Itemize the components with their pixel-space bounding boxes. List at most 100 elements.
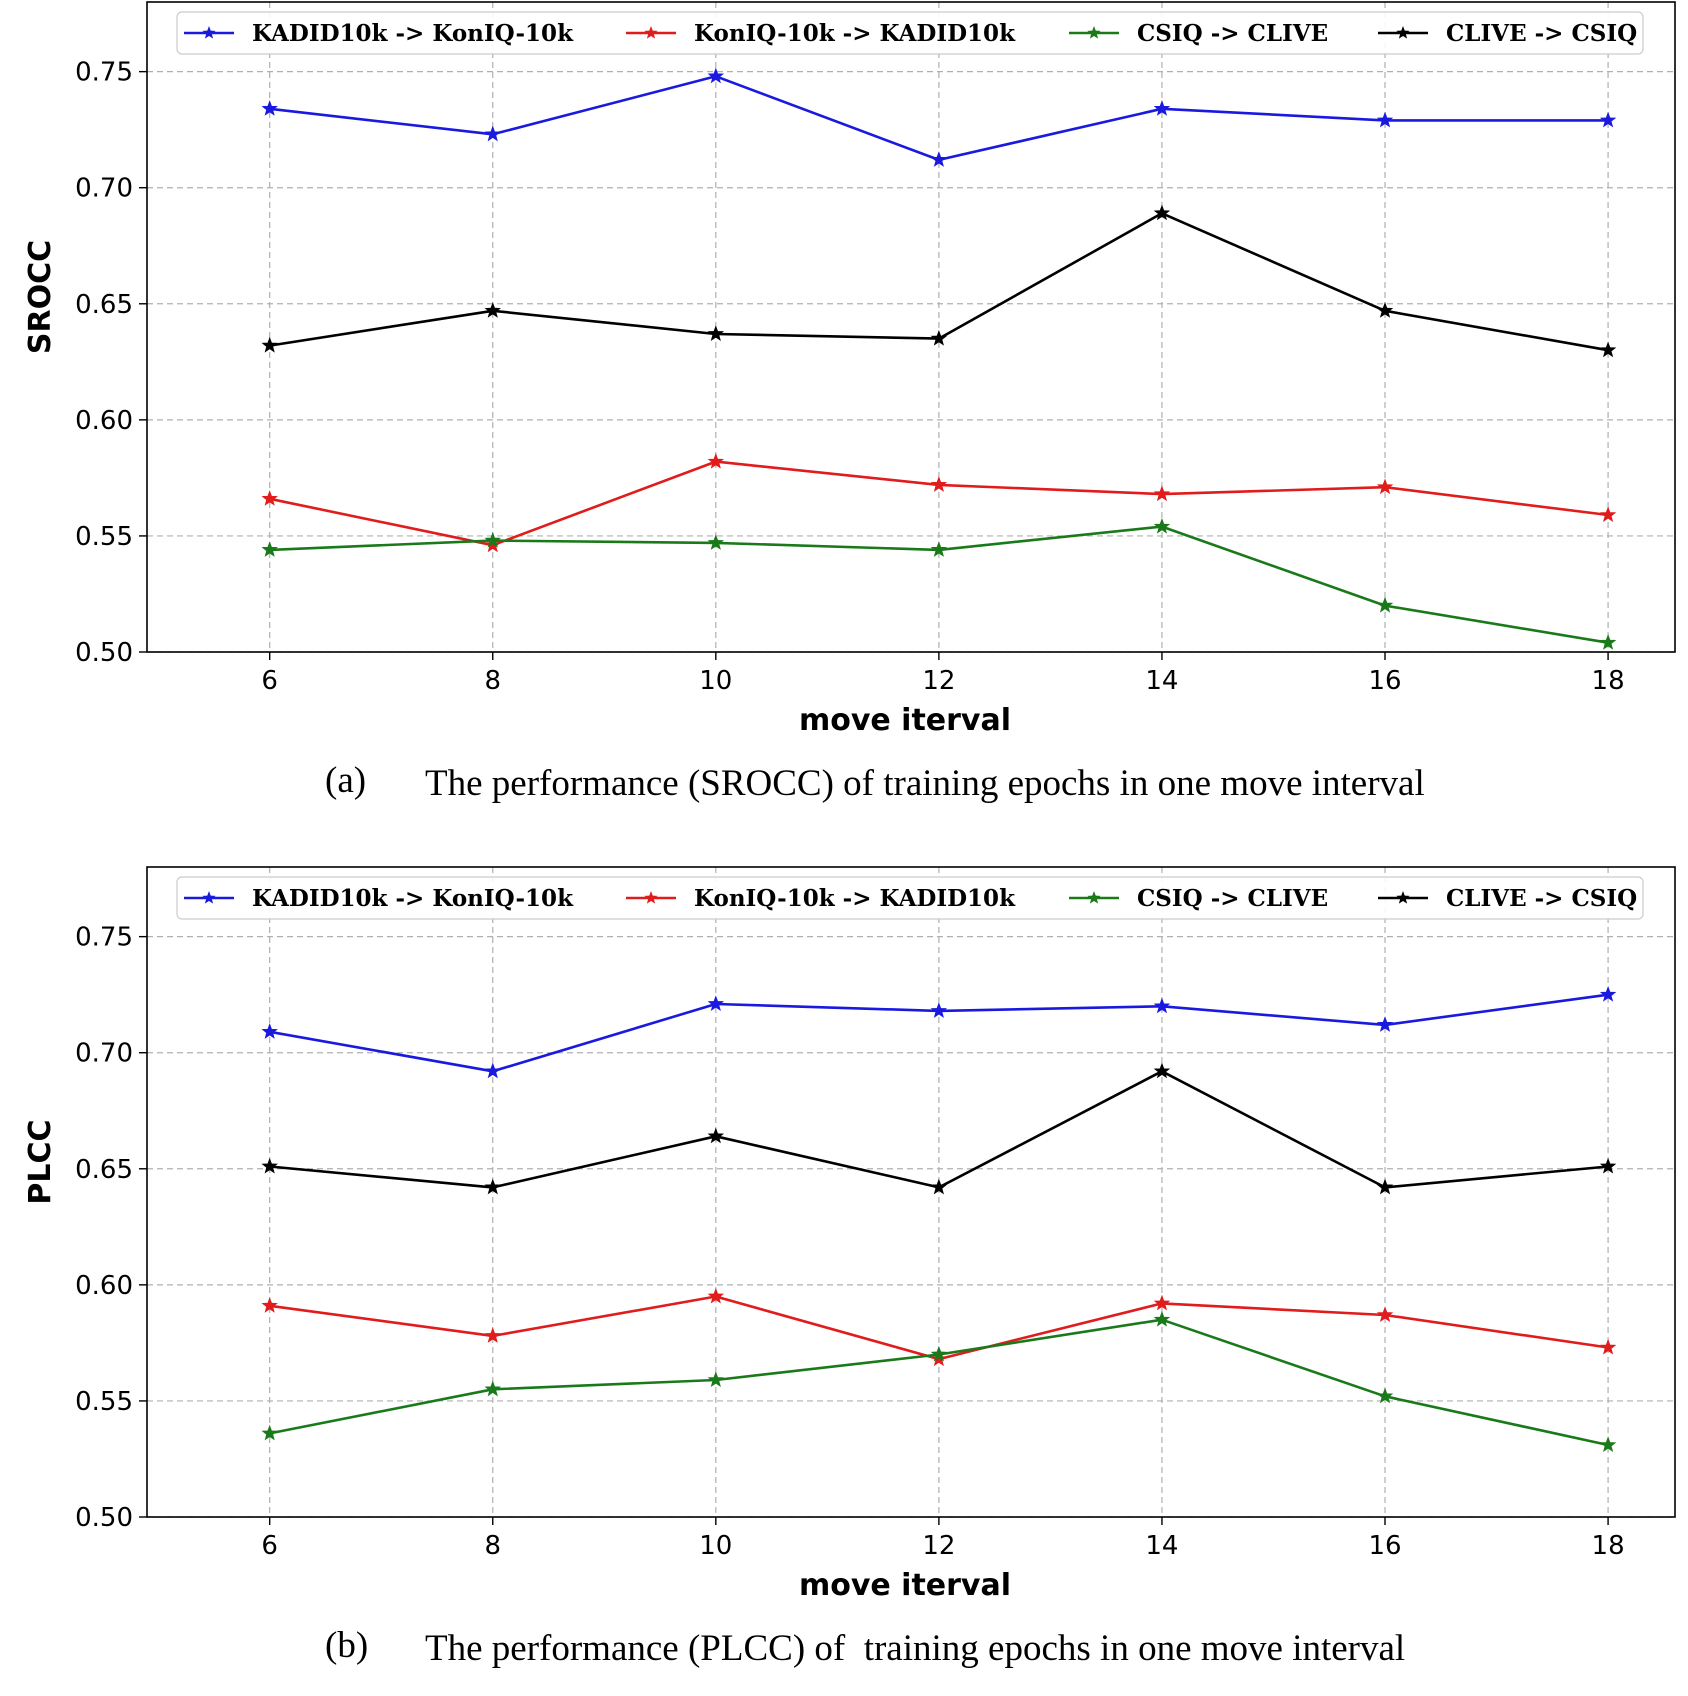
x-axis-label: move iterval [799,1568,1011,1603]
caption-text: The performance (SROCC) of training epoc… [425,763,1425,804]
data-point-marker [1376,596,1394,613]
y-tick-label: 0.70 [75,174,133,204]
data-point-marker [261,541,278,557]
data-point-marker [1599,341,1617,358]
data-point-marker [261,336,278,353]
data-point-marker [1599,1338,1617,1355]
x-tick-label: 14 [1145,1531,1178,1561]
y-tick-label: 0.55 [75,1387,133,1417]
data-point-marker [1153,204,1171,221]
data-point-marker [707,534,725,550]
data-point-marker [930,1178,948,1195]
data-point-marker [261,1424,278,1441]
legend-entry-label: KADID10k -> KonIQ-10k [252,885,574,912]
data-point-marker [930,151,948,167]
legend-box [176,876,1644,920]
legend-star-swatch [644,891,658,904]
data-point-marker [1599,634,1617,650]
x-tick-label: 6 [261,666,278,696]
y-tick-label: 0.75 [75,923,133,953]
legend-star-swatch [1087,26,1101,39]
x-tick-label: 6 [261,1531,278,1561]
x-tick-label: 16 [1368,1531,1401,1561]
x-tick-label: 12 [922,666,955,696]
x-tick-label: 10 [699,1531,732,1561]
data-point-marker [261,490,278,506]
legend-entry-label: CSIQ -> CLIVE [1137,20,1328,47]
y-axis-label: SROCC [23,240,58,354]
legend-entry-label: CSIQ -> CLIVE [1137,885,1328,912]
y-tick-label: 0.60 [75,1271,133,1301]
plcc-chart: 6 8 10 12 14 16 18 0.50 0.55 0.60 0.65 0.70 0.75 move… [23,866,1676,1669]
y-tick-label: 0.75 [75,58,133,88]
legend-star-swatch [1396,891,1410,904]
legend-star-swatch [1087,891,1101,904]
x-tick-label: 8 [484,1531,501,1561]
y-tick-label: 0.50 [75,1503,133,1533]
y-tick-label: 0.50 [75,638,133,668]
y-axis-label: PLCC [23,1119,58,1204]
x-tick-label: 12 [922,1531,955,1561]
data-point-marker [261,100,278,116]
data-point-marker [707,995,725,1011]
data-point-marker [484,1062,501,1079]
data-point-marker [1153,1062,1171,1079]
legend-star-swatch [1396,26,1410,39]
legend-star-swatch [202,891,216,904]
sro-chart: 6 8 10 12 14 16 18 0.50 0.55 0.60 0.65 0.70 0.75 move… [23,1,1676,804]
data-point-marker [930,1345,948,1362]
x-tick-label: 18 [1592,666,1625,696]
data-point-marker [484,302,501,318]
data-point-marker [1599,506,1617,523]
caption-label: (a) [325,760,366,801]
y-tick-label: 0.55 [75,522,133,552]
data-point-marker [484,1327,501,1343]
caption-text: The performance (PLCC) of training epoch… [425,1628,1405,1669]
data-point-marker [1376,1178,1394,1195]
data-point-marker [1376,1016,1394,1032]
plot-frame [146,1,1676,653]
data-point-marker [707,325,725,341]
y-tick-label: 0.70 [75,1039,133,1069]
data-point-marker [930,476,948,492]
x-tick-label: 10 [699,666,732,696]
legend: KADID10k -> KonIQ-10k KonIQ-10k -> KADID1… [176,876,1644,920]
x-tick-label: 8 [484,666,501,696]
legend-entry-label: KonIQ-10k -> KADID10k [694,20,1016,47]
legend-entry-label: KonIQ-10k -> KADID10k [694,885,1016,912]
data-point-marker [1376,478,1394,495]
data-point-marker [707,1287,725,1304]
data-point-marker [1153,997,1171,1014]
data-point-marker [1376,1306,1394,1323]
legend-box [176,11,1644,55]
caption-label: (b) [325,1625,368,1666]
y-tick-label: 0.60 [75,406,133,436]
data-point-marker [484,1380,501,1397]
data-point-marker [930,541,948,557]
x-tick-label: 16 [1368,666,1401,696]
data-point-marker [930,329,948,346]
data-point-marker [1376,1387,1394,1404]
legend-star-swatch [644,26,658,39]
data-point-marker [930,1002,948,1018]
data-point-marker [484,1178,501,1195]
x-tick-label: 18 [1592,1531,1625,1561]
data-point-marker [1599,986,1617,1002]
data-point-marker [484,536,501,553]
data-point-marker [1153,1311,1171,1327]
y-tick-label: 0.65 [75,290,133,320]
data-point-marker [1599,111,1617,128]
data-point-marker [1599,1157,1617,1174]
legend-entry-label: KADID10k -> KonIQ-10k [252,20,574,47]
figure-b: 6 8 10 12 14 16 18 0.50 0.55 0.60 0.65 0.70 0.75 move… [0,865,1688,1696]
data-point-marker [1376,111,1394,128]
data-point-marker [484,531,501,548]
data-point-marker [707,67,725,84]
data-point-marker [1153,517,1171,534]
figure-a: 6 8 10 12 14 16 18 0.50 0.55 0.60 0.65 0.70 0.75 move… [23,1,1676,804]
data-point-marker [930,1350,948,1367]
legend-star-swatch [202,26,216,39]
legend-entry-label: CLIVE -> CSIQ [1446,885,1637,912]
plot-frame [146,866,1676,1518]
data-point-marker [707,452,725,469]
